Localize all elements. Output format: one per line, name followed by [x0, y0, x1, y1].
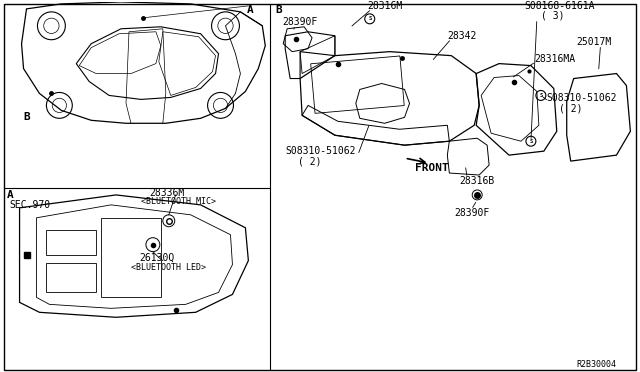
Text: 26130Q: 26130Q — [139, 253, 174, 263]
Text: 28342: 28342 — [447, 31, 477, 41]
Text: <BLUETOOTH MIC>: <BLUETOOTH MIC> — [141, 198, 216, 206]
Text: ( 2): ( 2) — [559, 103, 582, 113]
Text: 28316M: 28316M — [368, 1, 403, 11]
Bar — [310, 56, 404, 113]
Text: B: B — [275, 5, 282, 15]
Bar — [101, 218, 161, 297]
Text: S: S — [369, 16, 372, 21]
Text: SEC.970: SEC.970 — [10, 200, 51, 210]
Text: FRONT: FRONT — [415, 163, 448, 173]
Text: S: S — [540, 93, 543, 98]
Text: S08310-51062: S08310-51062 — [285, 146, 356, 156]
Text: 28390F: 28390F — [454, 208, 490, 218]
Text: ( 3): ( 3) — [541, 11, 564, 21]
Text: A: A — [247, 5, 253, 15]
Text: 28336M: 28336M — [149, 188, 184, 198]
Text: S08168-6161A: S08168-6161A — [524, 1, 595, 11]
Text: S: S — [530, 139, 533, 144]
Bar — [47, 263, 96, 292]
Text: 25017M: 25017M — [577, 37, 612, 47]
Text: S08310-51062: S08310-51062 — [547, 93, 618, 103]
Text: A: A — [6, 190, 13, 200]
Text: 28316MA: 28316MA — [534, 54, 575, 64]
Bar — [47, 230, 96, 254]
Text: 28390F: 28390F — [282, 17, 317, 27]
Text: B: B — [24, 112, 30, 122]
Text: <BLUETOOTH LED>: <BLUETOOTH LED> — [131, 263, 206, 272]
Text: 28316B: 28316B — [460, 176, 495, 186]
Text: ( 2): ( 2) — [298, 156, 322, 166]
Text: R2B30004: R2B30004 — [577, 360, 617, 369]
